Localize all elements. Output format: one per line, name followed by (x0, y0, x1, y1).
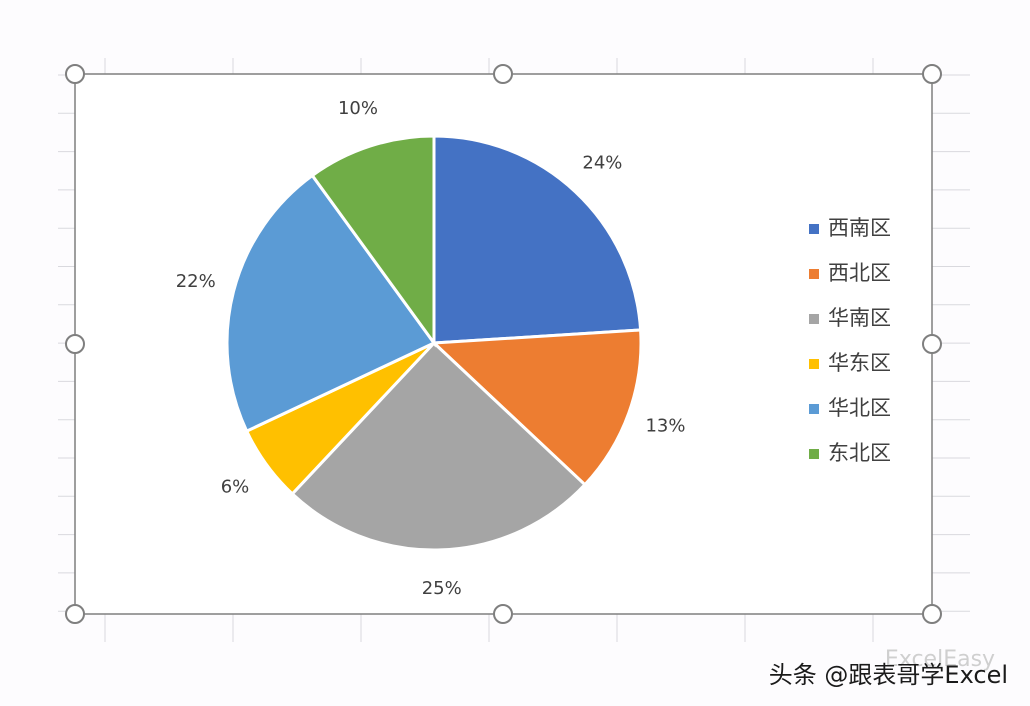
watermark-text: 头条 @跟表哥学Excel (769, 661, 1008, 689)
resize-handle (65, 334, 85, 354)
pie-slice (310, 134, 436, 348)
pie-slice (432, 134, 643, 345)
data-label: 13% (645, 415, 685, 436)
legend-label: 华南区 (828, 306, 891, 330)
legend-swatch (809, 314, 819, 324)
pie-slice (430, 328, 643, 487)
resize-handle (493, 64, 513, 84)
resize-handles (65, 64, 942, 624)
legend-label: 西北区 (828, 261, 891, 285)
legend-label: 华北区 (828, 396, 891, 420)
pie-slice (290, 340, 588, 552)
sheet-grid (58, 58, 970, 642)
legend-swatch (809, 269, 819, 279)
legend-label: 东北区 (828, 441, 891, 465)
resize-handle (493, 604, 513, 624)
legend-label: 华东区 (828, 351, 891, 375)
legend-label: 西南区 (828, 216, 891, 240)
data-label: 24% (582, 153, 622, 174)
watermark-brand: ExcelEasy (885, 647, 995, 672)
legend-swatch (809, 404, 819, 414)
data-label: 6% (221, 477, 250, 498)
resize-handle (922, 604, 942, 624)
legend-swatch (809, 359, 819, 369)
data-label: 22% (176, 271, 216, 292)
resize-handle (65, 64, 85, 84)
pie-slice (225, 173, 437, 434)
legend-swatch (809, 449, 819, 459)
data-label: 25% (422, 578, 462, 599)
resize-handle (922, 334, 942, 354)
resize-handle (65, 604, 85, 624)
legend-swatch (809, 224, 819, 234)
data-label: 10% (338, 98, 378, 119)
resize-handle (922, 64, 942, 84)
